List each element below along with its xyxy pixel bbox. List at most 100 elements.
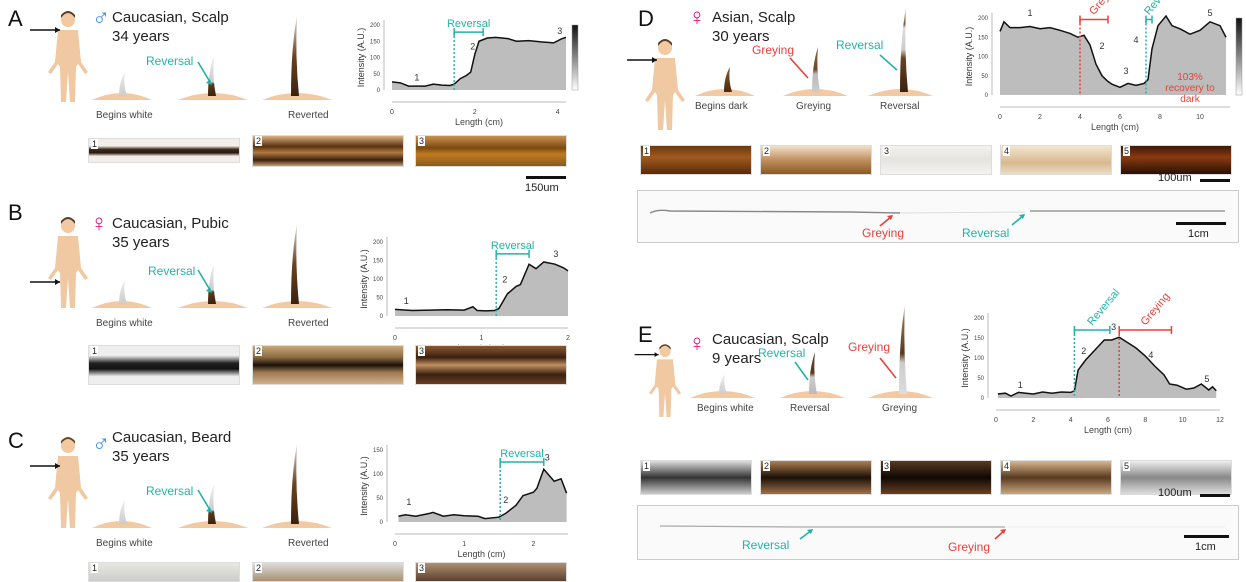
hair-shaft bbox=[291, 224, 299, 304]
strip-number: 5 bbox=[1123, 146, 1131, 156]
head bbox=[658, 41, 672, 55]
arrow-head-icon bbox=[652, 57, 657, 63]
human-body-figure bbox=[30, 437, 88, 528]
stage-label: Reverted bbox=[288, 318, 329, 329]
micrograph-strip: 1 bbox=[640, 460, 752, 495]
hair-shaft bbox=[119, 72, 127, 96]
skin-surface bbox=[868, 89, 933, 96]
x-tick-label: 2 bbox=[531, 541, 535, 548]
strip-number: 2 bbox=[255, 346, 263, 356]
arrow-head-icon bbox=[206, 287, 212, 293]
y-tick-label: 50 bbox=[376, 296, 383, 302]
point-label: 2 bbox=[503, 495, 508, 505]
male-symbol-icon: ♂ bbox=[92, 430, 110, 457]
recovery-annotation: 103% recovery to dark bbox=[1165, 72, 1215, 105]
y-axis-label: Intensity (A.U.) bbox=[359, 249, 369, 309]
torso bbox=[645, 58, 685, 130]
x-tick-label: 1 bbox=[480, 335, 484, 342]
y-tick-label: 0 bbox=[377, 88, 381, 94]
subject-description: Caucasian, Scalp bbox=[112, 9, 229, 26]
hair bbox=[658, 39, 672, 46]
x-tick-label: 6 bbox=[1118, 114, 1122, 121]
torso bbox=[649, 359, 681, 417]
strip-number: 1 bbox=[91, 346, 99, 356]
reversal-annotation: Reversal bbox=[148, 264, 196, 278]
strip-number: 4 bbox=[1003, 461, 1011, 471]
strip-number: 3 bbox=[418, 346, 426, 356]
micrograph-strip: 1 bbox=[88, 138, 240, 163]
event-label: Reversal bbox=[447, 18, 490, 30]
arrow-icon bbox=[879, 357, 897, 379]
point-label: 2 bbox=[470, 41, 475, 51]
strip-number: 1 bbox=[91, 139, 99, 149]
female-symbol-icon: ♀ bbox=[688, 4, 706, 31]
intensity-line bbox=[391, 36, 567, 87]
point-label: 1 bbox=[1018, 380, 1023, 390]
scale-bar-label: 150um bbox=[525, 182, 559, 194]
strip-number: 5 bbox=[1123, 461, 1131, 471]
point-label: 4 bbox=[1133, 35, 1138, 45]
greying-annotation: Greying bbox=[752, 43, 795, 57]
x-tick-label: 4 bbox=[1078, 114, 1082, 121]
subject-description: Caucasian, Beard bbox=[112, 429, 232, 446]
y-tick-label: 100 bbox=[373, 472, 384, 478]
hair bbox=[61, 437, 75, 444]
intensity-line bbox=[394, 261, 569, 312]
x-tick-label: 0 bbox=[393, 335, 397, 342]
micrograph-strip: 4 bbox=[1000, 145, 1112, 175]
strip-number: 3 bbox=[883, 461, 891, 471]
stage-label: Reverted bbox=[288, 110, 329, 121]
x-tick-label: 0 bbox=[390, 109, 394, 116]
colorbar bbox=[571, 24, 579, 91]
chart-c: 0 1 2 0 50 100 150 Length (cm) Intensity (A.U.) 1… bbox=[359, 445, 568, 559]
x-axis-label: Length (cm) bbox=[457, 549, 505, 559]
y-axis-label: Intensity (A.U.) bbox=[359, 456, 369, 516]
y-tick-label: 50 bbox=[977, 376, 984, 382]
y-tick-label: 150 bbox=[978, 35, 989, 41]
y-tick-label: 100 bbox=[373, 277, 384, 283]
strip-number: 2 bbox=[255, 563, 263, 573]
strip-number: 2 bbox=[255, 136, 263, 146]
torso bbox=[48, 30, 88, 102]
panel-title: Caucasian, Pubic 35 years bbox=[112, 214, 229, 252]
scale-bar bbox=[526, 176, 566, 179]
panel-title: Asian, Scalp 30 years bbox=[712, 8, 795, 46]
head bbox=[61, 439, 75, 453]
torso bbox=[48, 456, 88, 528]
greying-annotation: Greying bbox=[848, 340, 891, 354]
stage-label: Reverted bbox=[288, 538, 329, 549]
micrograph-strip: 2 bbox=[252, 345, 404, 385]
point-label: 3 bbox=[553, 249, 558, 259]
micrograph-strip: 5 bbox=[1120, 460, 1232, 495]
human-body-figure bbox=[634, 344, 681, 417]
x-tick-label: 0 bbox=[994, 417, 998, 424]
hair-shaft bbox=[900, 7, 908, 92]
panel-letter-d: D bbox=[638, 6, 654, 31]
y-tick-label: 150 bbox=[373, 259, 384, 265]
micrograph-strip: 3 bbox=[880, 460, 992, 495]
x-tick-label: 4 bbox=[556, 109, 560, 116]
point-label: 1 bbox=[404, 296, 409, 306]
hair bbox=[61, 11, 75, 18]
micrograph-strip: 4 bbox=[1000, 460, 1112, 495]
area-fill bbox=[997, 337, 1217, 398]
x-tick-label: 8 bbox=[1158, 114, 1162, 121]
skin-surface bbox=[695, 89, 755, 96]
reversal-annotation: Reversal bbox=[146, 54, 194, 68]
arrow-icon bbox=[197, 269, 211, 291]
intensity-line bbox=[997, 336, 1217, 397]
y-tick-label: 50 bbox=[373, 72, 380, 78]
y-tick-label: 50 bbox=[981, 74, 988, 80]
y-tick-label: 50 bbox=[376, 496, 383, 502]
female-symbol-icon: ♀ bbox=[90, 210, 108, 237]
point-label: 1 bbox=[1027, 8, 1032, 18]
y-tick-label: 150 bbox=[370, 39, 381, 45]
point-label: 1 bbox=[406, 497, 411, 507]
skin-surface bbox=[92, 93, 152, 100]
arrow-head-icon bbox=[206, 79, 212, 85]
hair-shaft bbox=[119, 500, 127, 524]
panel-letter-c: C bbox=[8, 428, 24, 453]
x-axis-label: Length (cm) bbox=[1091, 122, 1139, 132]
